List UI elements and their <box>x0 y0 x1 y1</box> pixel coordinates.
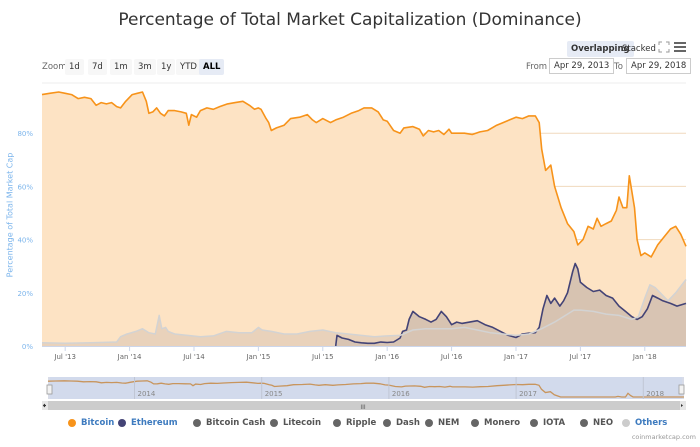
overlapping-button[interactable]: Overlapping <box>567 41 634 57</box>
x-tick-label: Jul '14 <box>182 353 205 361</box>
range-button-ytd[interactable]: YTD <box>176 59 201 75</box>
y-tick-label: 80% <box>17 130 33 138</box>
series-line-others <box>41 279 687 345</box>
legend-item-ripple[interactable]: Ripple <box>333 418 376 428</box>
legend-label: Litecoin <box>283 418 322 428</box>
x-tick-label: Jan '15 <box>245 353 270 361</box>
navigator-year-label: 2018 <box>646 390 664 398</box>
legend-item-dash[interactable]: Dash <box>383 418 420 428</box>
x-tick-label: Jul '16 <box>440 353 463 361</box>
navigator-right-handle[interactable] <box>678 384 685 395</box>
legend-item-ethereum[interactable]: Ethereum <box>118 418 178 428</box>
legend-marker-icon <box>425 419 433 427</box>
legend-item-others[interactable]: Others <box>622 418 667 428</box>
legend-label: NEM <box>438 418 460 428</box>
legend-item-iota[interactable]: IOTA <box>530 418 565 428</box>
range-button-3m[interactable]: 3m <box>134 59 156 75</box>
area-others <box>42 279 686 346</box>
y-tick-label: 0% <box>22 343 33 351</box>
scrollbar-grip-icon: III <box>360 404 366 411</box>
legend-label: Ethereum <box>131 418 178 428</box>
range-button-1d[interactable]: 1d <box>65 59 84 75</box>
scrollbar-thumb[interactable] <box>48 401 680 410</box>
legend-marker-icon <box>68 419 76 427</box>
x-tick-label: Jul '13 <box>53 353 76 361</box>
x-tick-label: Jan '14 <box>117 353 142 361</box>
legend-marker-icon <box>383 419 391 427</box>
zoom-label: Zoom <box>42 62 67 72</box>
x-tick-label: Jan '16 <box>374 353 399 361</box>
legend-label: Bitcoin Cash <box>206 418 266 428</box>
legend-item-nem[interactable]: NEM <box>425 418 459 428</box>
hamburger-menu-icon[interactable] <box>673 40 687 54</box>
x-tick-label: Jul '17 <box>569 353 592 361</box>
legend-label: Bitcoin <box>81 418 115 428</box>
legend: Bitcoin Ethereum Bitcoin Cash Litecoin Rippl… <box>0 418 700 432</box>
credit-link[interactable]: coinmarketcap.com <box>631 433 696 441</box>
y-tick-label: 20% <box>17 290 33 298</box>
scroll-right-arrow-icon[interactable] <box>681 404 683 407</box>
legend-item-bitcoin[interactable]: Bitcoin <box>68 418 114 428</box>
navigator-year-label: 2014 <box>137 390 155 398</box>
legend-label: IOTA <box>543 418 566 428</box>
from-label: From <box>526 62 548 72</box>
navigator-left-handle[interactable] <box>46 384 53 395</box>
range-button-7d[interactable]: 7d <box>88 59 107 75</box>
range-button-1y[interactable]: 1y <box>157 59 176 75</box>
stacked-button[interactable]: Stacked <box>622 44 656 54</box>
range-button-all[interactable]: ALL <box>199 59 225 75</box>
range-button-1m[interactable]: 1m <box>110 59 132 75</box>
legend-marker-icon <box>193 419 201 427</box>
legend-label: NEO <box>593 418 614 428</box>
navigator-mask <box>50 377 682 399</box>
legend-item-monero[interactable]: Monero <box>471 418 520 428</box>
legend-marker-icon <box>333 419 341 427</box>
legend-label: Monero <box>484 418 521 428</box>
to-label: To <box>614 62 623 72</box>
legend-item-litecoin[interactable]: Litecoin <box>270 418 321 428</box>
x-tick-label: Jan '18 <box>632 353 657 361</box>
legend-item-bitcoin-cash[interactable]: Bitcoin Cash <box>193 418 265 428</box>
legend-label: Dash <box>396 418 420 428</box>
y-tick-label: 60% <box>17 183 33 191</box>
scroll-left-arrow-icon[interactable] <box>42 403 47 408</box>
legend-marker-icon <box>622 419 630 427</box>
series-line-bitcoin <box>41 91 687 258</box>
legend-marker-icon <box>118 419 126 427</box>
legend-item-neo[interactable]: NEO <box>580 418 613 428</box>
navigator-year-label: 2016 <box>392 390 410 398</box>
legend-marker-icon <box>471 419 479 427</box>
legend-marker-icon <box>580 419 588 427</box>
navigator-year-label: 2015 <box>265 390 283 398</box>
fullscreen-icon[interactable] <box>657 40 671 54</box>
area-bitcoin <box>42 92 686 346</box>
navigator-series-line <box>47 380 684 398</box>
chart-title: Percentage of Total Market Capitalizatio… <box>118 10 582 30</box>
legend-label: Others <box>635 418 668 428</box>
y-tick-label: 40% <box>17 237 33 245</box>
x-tick-label: Jul '15 <box>311 353 334 361</box>
legend-marker-icon <box>270 419 278 427</box>
legend-label: Ripple <box>346 418 377 428</box>
navigator-year-label: 2017 <box>519 390 537 398</box>
x-tick-label: Jan '17 <box>503 353 528 361</box>
to-date-input[interactable]: Apr 29, 2018 <box>626 58 692 74</box>
from-date-input[interactable]: Apr 29, 2013 <box>549 58 615 74</box>
legend-marker-icon <box>530 419 538 427</box>
